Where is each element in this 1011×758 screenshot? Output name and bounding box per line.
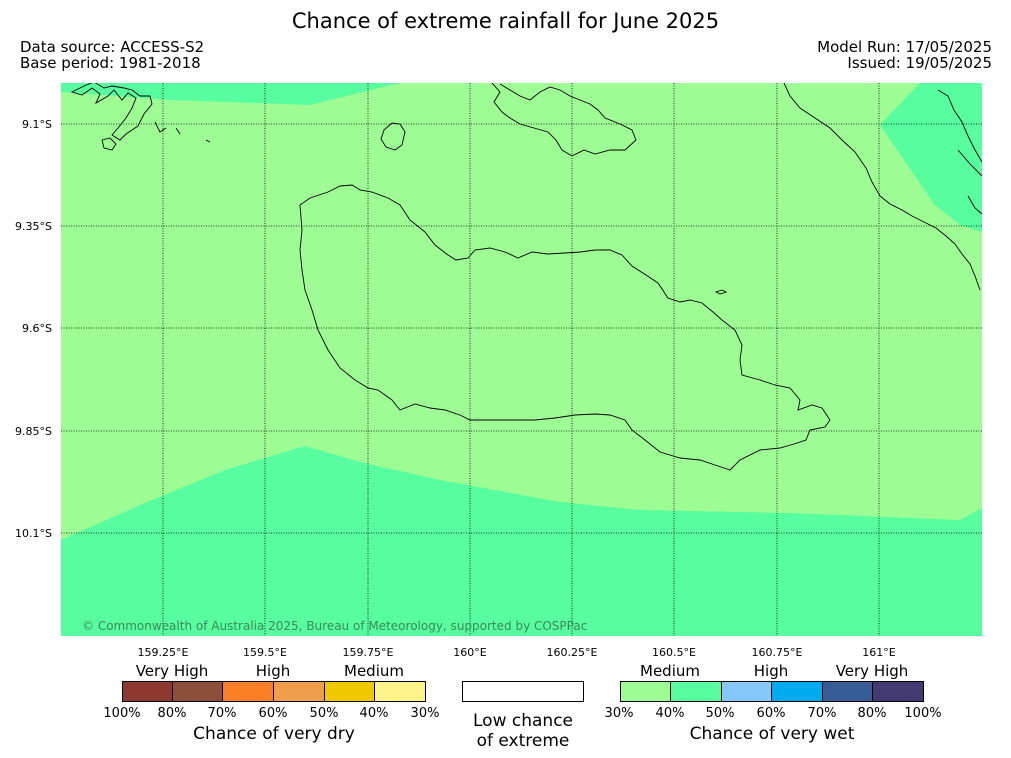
dry-swatch-100-80 — [122, 681, 173, 702]
lat-label: 9.85°S — [15, 425, 52, 438]
neutral-swatch — [462, 681, 584, 702]
lon-label: 160.75°E — [752, 646, 803, 659]
wet-swatch-60-70 — [771, 681, 823, 702]
island-northwest-fragment — [101, 121, 211, 151]
base-period-text: Base period: 1981-2018 — [20, 54, 201, 72]
small-island-north — [380, 122, 406, 151]
dry-tick: 100% — [103, 706, 141, 721]
wet-category-very-high: Very High — [835, 662, 909, 680]
map-title: Chance of extreme rainfall for June 2025 — [291, 9, 720, 33]
data-source-text: Data source: ACCESS-S2 — [20, 38, 205, 56]
dry-tick: 50% — [309, 706, 339, 721]
wet-tick: 60% — [756, 706, 786, 721]
island-main-coastline — [299, 184, 831, 471]
dry-category-very-high: Very High — [135, 662, 209, 680]
dry-category-high: High — [255, 662, 291, 680]
dry-legend-caption: Chance of very dry — [193, 724, 355, 744]
dry-swatch-50-40 — [324, 681, 375, 702]
neutral-caption-line1: Low chance — [473, 711, 573, 731]
dry-tick: 60% — [258, 706, 288, 721]
wet-tick: 40% — [655, 706, 685, 721]
island-northwest-coast — [70, 83, 153, 141]
wet-swatch-30-40 — [620, 681, 671, 702]
data-source-block: Data source: ACCESS-S2 Base period: 1981… — [20, 39, 204, 71]
wet-swatch-50-60 — [721, 681, 772, 702]
wet-swatch-70-80 — [822, 681, 873, 702]
neutral-legend-caption: Low chance of extreme — [443, 711, 603, 751]
issued-text: Issued: 19/05/2025 — [847, 54, 992, 72]
dry-tick: 40% — [359, 706, 389, 721]
wet-zone-top — [61, 83, 400, 105]
wet-zone-south — [61, 446, 982, 636]
island-far-northeast-coast — [937, 89, 982, 215]
wet-swatch-40-50 — [670, 681, 722, 702]
wet-tick: 70% — [807, 706, 837, 721]
island-north-center-coast — [491, 83, 637, 157]
lon-label: 159.5°E — [243, 646, 287, 659]
dry-swatch-60-50 — [273, 681, 325, 702]
dry-swatch-70-60 — [222, 681, 274, 702]
coastlines — [70, 83, 982, 471]
neutral-caption-line2: of extreme — [476, 731, 570, 751]
dry-tick: 80% — [157, 706, 187, 721]
dry-category-medium: Medium — [344, 662, 404, 680]
lat-label: 9.35°S — [15, 220, 52, 233]
lon-label: 160.5°E — [652, 646, 696, 659]
lon-label: 159.75°E — [343, 646, 394, 659]
wet-tick: 80% — [857, 706, 887, 721]
wet-category-high: High — [753, 662, 789, 680]
island-northeast-coast — [783, 83, 981, 291]
lat-label: 9.1°S — [22, 118, 52, 131]
model-run-text: Model Run: 17/05/2025 — [817, 38, 992, 56]
wet-legend-caption: Chance of very wet — [689, 724, 855, 744]
model-run-block: Model Run: 17/05/2025 Issued: 19/05/2025 — [817, 39, 992, 71]
lat-label: 9.6°S — [22, 322, 52, 335]
graticule — [61, 83, 982, 636]
small-islet-east — [714, 289, 728, 295]
lon-label: 161°E — [862, 646, 895, 659]
wet-category-medium: Medium — [640, 662, 700, 680]
lat-label: 10.1°S — [15, 527, 52, 540]
lon-label: 159.25°E — [138, 646, 189, 659]
wet-tick: 30% — [604, 706, 634, 721]
dry-swatch-80-70 — [172, 681, 223, 702]
wet-tick: 100% — [904, 706, 942, 721]
dry-swatch-40-30 — [374, 681, 426, 702]
wet-swatch-80-100 — [872, 681, 924, 702]
lon-label: 160°E — [453, 646, 486, 659]
dry-tick: 70% — [207, 706, 237, 721]
wet-tick: 50% — [705, 706, 735, 721]
copyright-notice: © Commonwealth of Australia 2025, Bureau… — [82, 619, 587, 633]
dry-tick: 30% — [410, 706, 440, 721]
wet-zone-northeast — [880, 83, 982, 232]
lon-label: 160.25°E — [547, 646, 598, 659]
